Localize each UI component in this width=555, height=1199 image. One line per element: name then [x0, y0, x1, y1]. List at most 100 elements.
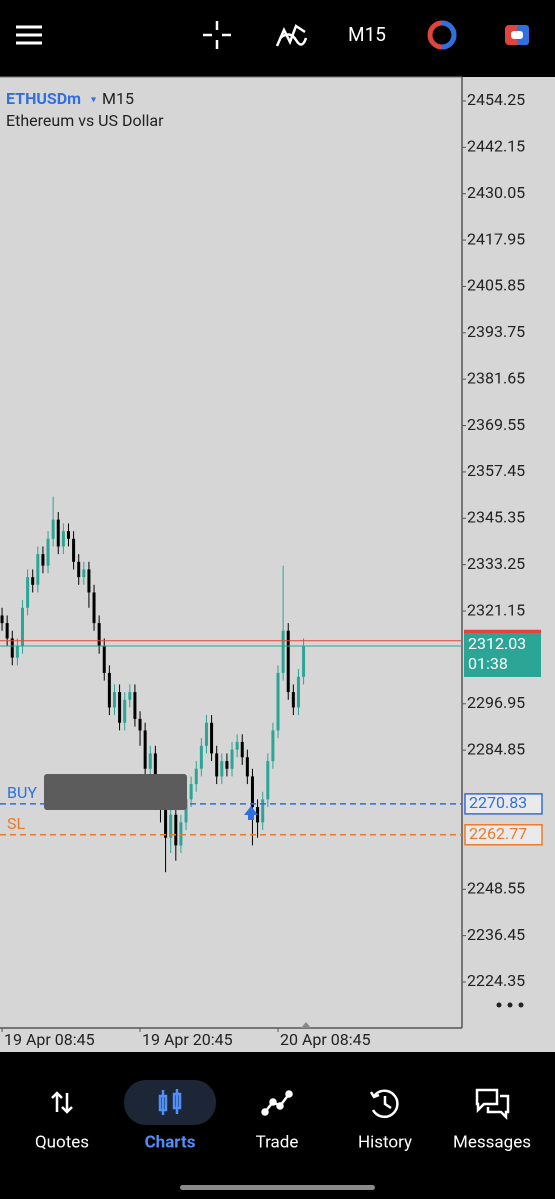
y-tick-label: 2333.25 — [467, 554, 525, 573]
candle-body — [189, 784, 193, 800]
y-tick-label: 2393.75 — [467, 322, 525, 341]
toast-popup — [44, 774, 187, 810]
history-icon — [369, 1089, 399, 1119]
chart-timeframe: M15 — [102, 89, 134, 108]
candle-body — [266, 761, 270, 800]
x-tick-label: 20 Apr 08:45 — [280, 1030, 371, 1049]
x-tick-label: 19 Apr 08:45 — [4, 1030, 95, 1049]
candle-body — [36, 554, 40, 585]
last-price-label: 2312.03 — [468, 634, 526, 653]
candle-body — [225, 761, 229, 769]
order-price-box — [464, 793, 543, 815]
candle-body — [102, 646, 106, 673]
nav-tab[interactable]: Messages — [453, 1132, 531, 1152]
plot: 2454.25 2442.15 2430.05 2417.95 2405.85 2393.… — [0, 90, 543, 1049]
candle-body — [199, 745, 203, 769]
y-tick-label: 2284.85 — [467, 739, 525, 758]
candle-body — [97, 623, 101, 647]
scroll-marker — [301, 1022, 311, 1028]
indicators-button[interactable] — [275, 24, 308, 47]
messages-icon — [475, 1088, 510, 1121]
y-tick-label: 2417.95 — [467, 229, 525, 248]
nav-tab[interactable]: Charts — [145, 1132, 196, 1152]
candle-body — [296, 676, 300, 708]
candle-body — [143, 730, 147, 769]
order-price: 2270.83 — [469, 793, 527, 812]
nav-tab[interactable]: Trade — [256, 1132, 299, 1152]
candle-body — [41, 554, 45, 566]
timeframe-button[interactable]: M15 — [348, 23, 386, 46]
candle-body — [0, 615, 4, 624]
candle-body — [184, 799, 188, 823]
home-indicator — [180, 1185, 375, 1190]
candle-body — [5, 623, 9, 639]
candle-body — [302, 645, 306, 677]
candle-body — [72, 538, 76, 562]
candle-body — [15, 646, 19, 658]
candle-body — [112, 692, 116, 708]
candle-body — [235, 741, 239, 750]
candle-body — [61, 531, 65, 547]
candle-body — [271, 730, 275, 762]
candle-body — [220, 761, 224, 777]
nav-tab[interactable]: History — [358, 1132, 412, 1152]
order-name: BUY — [7, 783, 37, 802]
candle-body — [10, 638, 14, 658]
y-tick-label: 2369.55 — [467, 415, 525, 434]
account-button[interactable] — [505, 25, 529, 45]
candle-body — [26, 577, 30, 608]
candle-body — [51, 519, 55, 539]
candle-body — [174, 814, 178, 846]
menu-button[interactable] — [16, 25, 42, 45]
charts-icon — [158, 1089, 182, 1115]
trade-icon — [261, 1090, 293, 1116]
candle-body — [245, 757, 249, 777]
candle-body — [179, 822, 183, 846]
x-tick-label: 19 Apr 20:45 — [142, 1030, 233, 1049]
y-tick-label: 2381.65 — [467, 368, 525, 387]
candle-body — [261, 799, 265, 823]
candle-body — [133, 692, 137, 719]
candle-body — [276, 672, 280, 731]
candle-body — [20, 607, 24, 647]
nav-labels: Quotes Charts Trade History Messages — [35, 1132, 531, 1152]
countdown: 01:38 — [468, 654, 508, 673]
y-tick-label: 2454.25 — [467, 90, 525, 109]
candle-body — [128, 692, 132, 700]
candle-body — [194, 768, 198, 785]
candle-body — [286, 630, 290, 693]
trade-button[interactable] — [427, 20, 457, 50]
candle-body — [138, 718, 142, 731]
y-tick-label: 2321.15 — [467, 600, 525, 619]
y-tick-label: 2224.35 — [467, 971, 525, 990]
candle-body — [230, 749, 234, 769]
candle-body — [66, 531, 70, 539]
bottom-nav — [0, 1056, 555, 1199]
symbol[interactable]: ETHUSDm — [6, 89, 81, 108]
buy-entry-arrow — [244, 806, 258, 820]
y-tick-label: 2236.45 — [467, 925, 525, 944]
nav-tab[interactable]: Quotes — [35, 1132, 89, 1152]
candle-body — [118, 692, 122, 723]
last-price-box — [464, 632, 541, 677]
symbol-description: Ethereum vs US Dollar — [6, 111, 164, 130]
candle-body — [164, 807, 168, 838]
active-tab-pill — [124, 1080, 216, 1125]
candle-body — [46, 538, 50, 566]
y-tick-label: 2442.15 — [467, 137, 525, 156]
crosshair-button[interactable] — [203, 21, 231, 49]
candle-body — [31, 577, 35, 585]
candle-body — [92, 592, 96, 624]
candle-body — [87, 569, 91, 593]
candle-body — [82, 569, 86, 578]
candle-body — [148, 753, 152, 769]
symbol-dropdown[interactable]: ▾ — [91, 95, 96, 106]
y-tick-label: 2345.35 — [467, 508, 525, 527]
candle-body — [240, 741, 244, 758]
more-button[interactable] — [496, 1002, 524, 1008]
candle-body — [123, 699, 127, 723]
candle-body — [204, 722, 208, 746]
candle-body — [291, 692, 295, 708]
